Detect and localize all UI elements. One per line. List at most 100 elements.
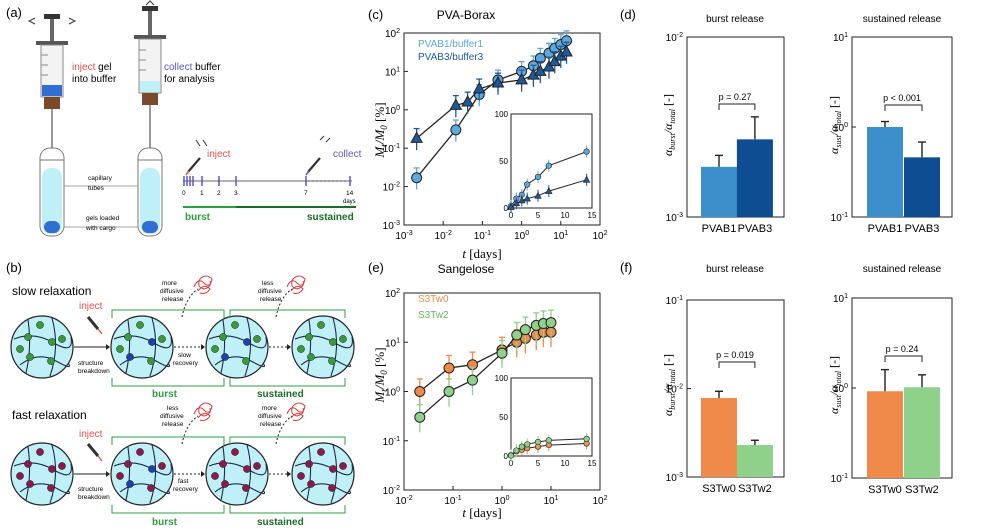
syringe-icon (86, 443, 100, 457)
data-point (414, 411, 426, 423)
inset-y-tick-label: 50 (499, 157, 508, 166)
inset-point (524, 441, 531, 448)
svg-text:Mt/M0 [%]: Mt/M0 [%] (372, 347, 389, 403)
d-right-p: p < 0.001 (883, 93, 921, 103)
panel-c-label: (c) (368, 7, 383, 22)
crosslink-node (124, 333, 132, 341)
panel-c-title: PVA-Borax (437, 8, 495, 22)
data-point (461, 94, 474, 107)
y-tick-label: 10-2 (383, 182, 400, 194)
data-point (449, 98, 463, 110)
data-point (511, 329, 523, 341)
panel-f-label: (f) (620, 260, 632, 275)
c-xlabel: t [days] (462, 246, 501, 261)
d-left-ylabel: αburst/αtotal [-] (661, 94, 677, 156)
y-tick-label: 10-1 (383, 436, 400, 448)
x-tick-label: 10-2 (435, 230, 452, 242)
x-tick-label: 10-2 (395, 495, 412, 507)
y-tick-label: 10-1 (831, 212, 848, 224)
inset-x-tick-label: 15 (588, 211, 597, 220)
x-tick-label: 102 (592, 495, 607, 507)
inset-point (534, 191, 542, 199)
data-point (466, 374, 478, 386)
chart-e: 10-2 10-1 100 101 102 10-2 10-1 100 101 102 0 5 10 15… (383, 288, 608, 507)
crosslink-node (58, 335, 66, 343)
slow-more-l3: release (162, 296, 184, 303)
f-left-title: burst release (706, 264, 764, 275)
fast-less-l1: less (167, 405, 179, 412)
mini-syringe-collect-icon (305, 135, 331, 176)
y-tick-label: 10-2 (383, 485, 400, 497)
collect-word: collect (164, 62, 193, 73)
arrow-head (106, 471, 110, 477)
inset-point (583, 148, 590, 155)
c-ylabel: Mt/M0 [%] (372, 102, 389, 158)
slow-recovery-l1: slow (178, 352, 191, 359)
y-tick-label: 100 (385, 387, 400, 399)
svg-text:inject gel: inject gel (72, 62, 111, 73)
crosslink-node (47, 484, 55, 492)
crosslink-node (211, 472, 219, 480)
polymer-chain (125, 446, 131, 501)
fast-less-l3: release (162, 421, 184, 428)
crosslink-node (116, 345, 124, 353)
crosslink-node (211, 345, 219, 353)
inset-point (524, 181, 531, 188)
inset-y-tick-label: 100 (495, 110, 509, 119)
fast-inject: inject (79, 429, 103, 440)
bar (701, 398, 738, 477)
slow-recovery-l2: recovery (173, 360, 199, 367)
crosslink-node (58, 462, 66, 470)
gel-circle (10, 315, 74, 379)
timeline-sustained: sustained (307, 212, 354, 223)
slow-structure-l1: structure (78, 360, 104, 367)
crosslink-node (116, 472, 124, 480)
y-tick-label: 101 (385, 337, 400, 349)
inset-point (513, 447, 520, 454)
crosslink-node (24, 460, 32, 468)
inset-point (583, 435, 590, 442)
capillary-tube-2 (137, 147, 163, 237)
y-tick-label: 102 (385, 28, 400, 40)
bar (867, 391, 903, 478)
crosslink-node (136, 321, 144, 329)
category-label: PVAB3 (738, 223, 773, 235)
inset-point (534, 173, 542, 181)
svg-text:αburst/αtotal [-]: αburst/αtotal [-] (661, 354, 677, 416)
polymer-chain (149, 444, 157, 504)
capillary-tube-1 (39, 147, 65, 237)
f-right-p: p = 0.24 (886, 344, 919, 354)
crosslink-node (253, 462, 261, 470)
crosslink-node (339, 462, 347, 470)
panel-b: (b) slow relaxation fast relaxation inje… (6, 260, 355, 528)
arrow-head (106, 344, 110, 350)
mini-syringe-inject-icon (185, 139, 208, 176)
slow-sustained: sustained (257, 389, 304, 400)
y-tick-label: 101 (385, 66, 400, 78)
release-path (181, 288, 199, 318)
crosslink-node (147, 484, 155, 492)
crosslink-node (329, 465, 337, 473)
svg-text:collect buffer: collect buffer (164, 62, 221, 73)
inset-point (507, 202, 515, 210)
arrow-head (287, 344, 291, 350)
syringe-needle-icon (97, 455, 103, 462)
x-tick-label: 101 (543, 495, 558, 507)
fast-more-l3: release (260, 421, 282, 428)
category-label: S3Tw0 (868, 484, 902, 496)
data-point (443, 362, 455, 374)
inset-x-tick-label: 5 (536, 459, 541, 468)
x-tick-label: 101 (553, 230, 568, 242)
release-scribble (193, 275, 213, 290)
y-tick-label: 10-1 (831, 473, 848, 485)
significance-bracket (718, 361, 756, 368)
gel-circle (291, 442, 355, 506)
slow-burst: burst (152, 389, 178, 400)
cargo-particle (126, 353, 134, 361)
legend-pvab1: PVAB1/buffer1 (418, 39, 484, 50)
fast-more-l2: diffusive (258, 413, 282, 420)
cargo-particle (243, 338, 251, 346)
tick-1: 1 (200, 190, 204, 197)
svg-text:αsust/αtotal [-]: αsust/αtotal [-] (827, 356, 843, 414)
